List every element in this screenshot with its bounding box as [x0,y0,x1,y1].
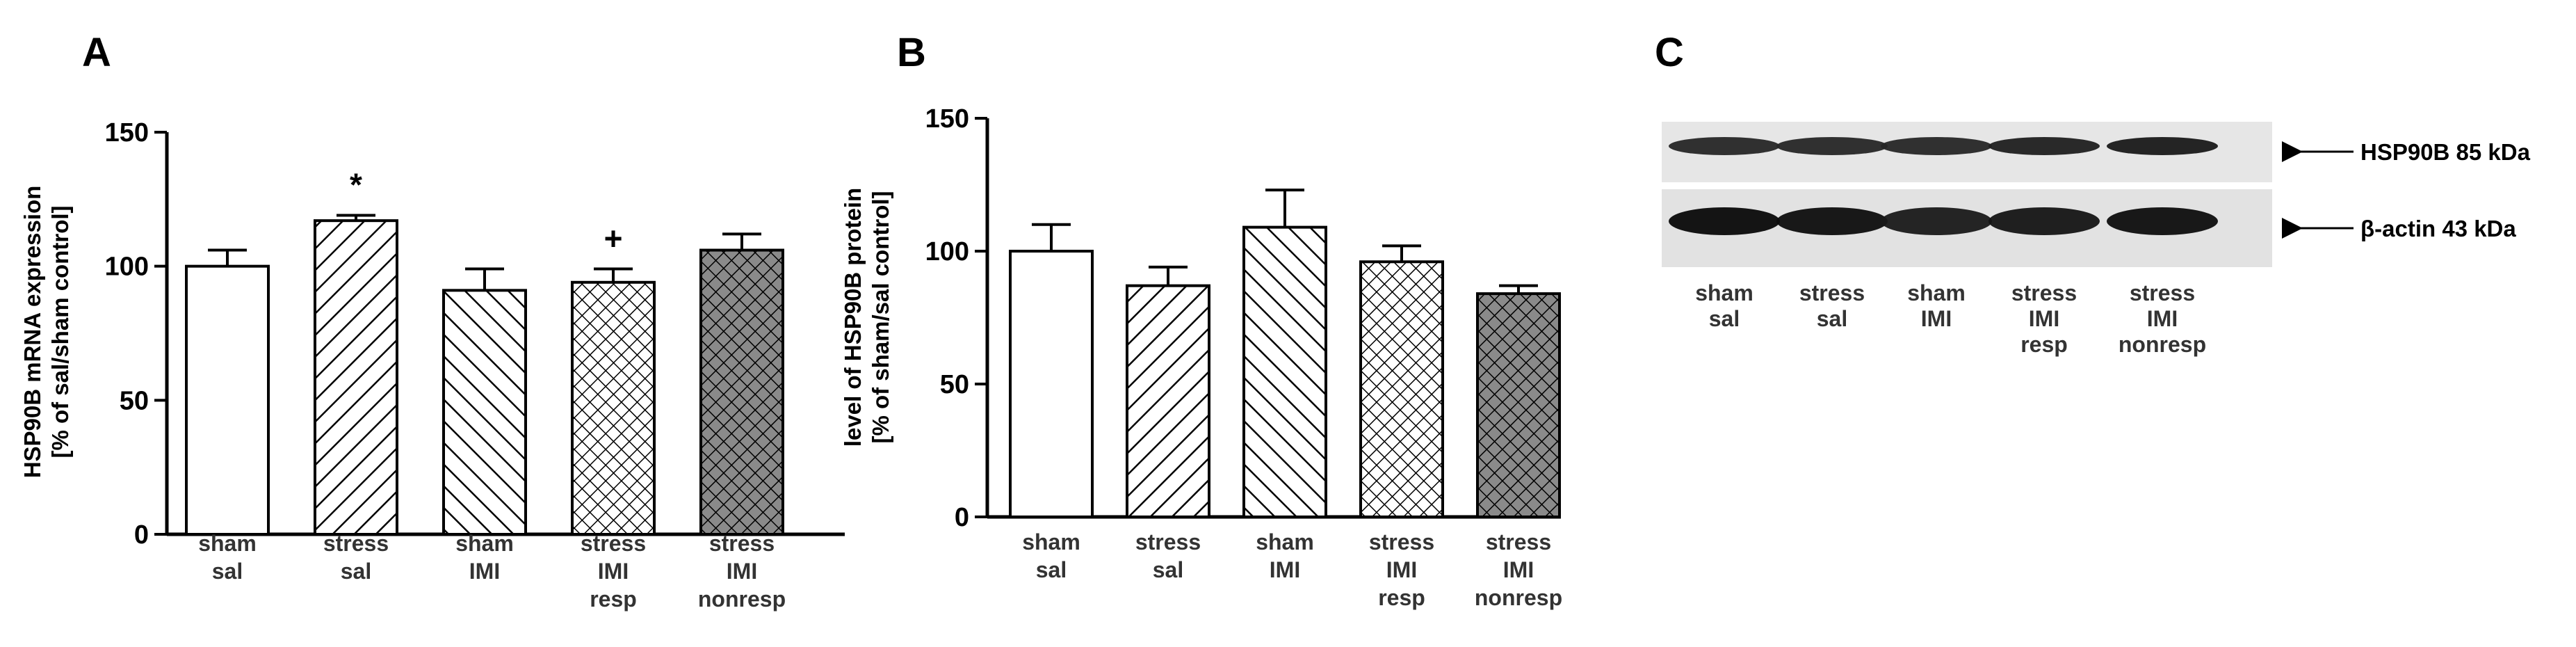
y-tick-label: 150 [925,104,969,134]
blot-band [1881,207,1992,235]
category-label: sham [198,531,257,556]
y-tick-label: 100 [105,253,149,282]
blot-band [1988,137,2100,155]
category-label: stress [1369,529,1434,554]
lane-label: IMI [1921,306,1952,331]
lane-label: stress [2011,280,2077,305]
y-axis-label: level of HSP90B protein [840,188,866,447]
lane-label: sham [1695,280,1753,305]
bar [314,219,398,536]
panel-c-letter: C [1655,30,1684,75]
lane-label: nonresp [2119,332,2206,357]
lane-label: stress [2130,280,2195,305]
category-label: sham [1022,529,1080,554]
category-label: resp [1378,585,1425,610]
bar [185,264,270,536]
category-label: nonresp [1475,585,1562,610]
panel-letter: B [897,30,926,75]
y-tick-label: 100 [925,237,969,266]
y-axis-label: [% of sham/sal control] [868,191,893,443]
lane-label: sal [1709,306,1740,331]
blot-band [2107,137,2218,155]
bar [1359,260,1444,518]
category-label: stress [1486,529,1551,554]
lane-label: resp [2020,332,2068,357]
y-tick-label: 50 [120,386,149,415]
category-label: stress [1135,529,1201,554]
category-label: IMI [469,559,500,584]
category-label: sal [212,559,243,584]
lane-label: stress [1799,280,1865,305]
bar [1242,225,1327,518]
category-label: sal [1036,557,1067,582]
bar [699,248,784,536]
significance-marker: * [350,166,362,202]
category-label: resp [590,586,637,612]
panel-a: A HSP90B mRNA expression [% of sal/sham co… [19,30,845,612]
y-tick-label: 0 [134,520,149,550]
lane-label: IMI [2029,306,2059,331]
blot-band [1988,207,2100,235]
y-axis-label: HSP90B mRNA expression [19,186,45,479]
category-label: nonresp [698,586,786,612]
lane-label: sal [1817,306,1847,331]
significance-marker: + [604,221,623,257]
y-axis-label: [% of sal/sham control] [47,205,73,458]
category-label: sal [341,559,371,584]
bar [571,280,656,536]
bar [1126,284,1210,518]
category-label: IMI [598,559,629,584]
category-label: IMI [1270,557,1300,582]
y-tick-label: 0 [955,503,969,532]
category-label: sham [455,531,514,556]
y-tick-label: 150 [105,118,149,147]
blot-band [1669,207,1780,235]
blot-band [1776,207,1888,235]
category-label: sham [1256,529,1314,554]
category-label: IMI [727,559,757,584]
bar [442,289,527,536]
bar [1476,292,1561,518]
blot-band [1669,137,1780,155]
bar [1009,250,1094,518]
category-label: IMI [1503,557,1534,582]
category-label: stress [581,531,646,556]
lane-label: sham [1907,280,1966,305]
y-tick-label: 50 [940,370,969,399]
panel-c: C HSP90B 85 kDa β-actin 43 kDa shamsalst… [1655,30,2531,357]
band-label-beta-actin: β-actin 43 kDa [2360,216,2516,241]
panel-letter: A [82,30,111,75]
category-label: stress [709,531,775,556]
category-label: IMI [1386,557,1417,582]
category-label: stress [323,531,389,556]
lane-label: IMI [2147,306,2178,331]
blot-band [2107,207,2218,235]
category-label: sal [1153,557,1183,582]
blot-band [1881,137,1992,155]
blot-band [1776,137,1888,155]
band-label-hsp90b: HSP90B 85 kDa [2360,139,2531,165]
